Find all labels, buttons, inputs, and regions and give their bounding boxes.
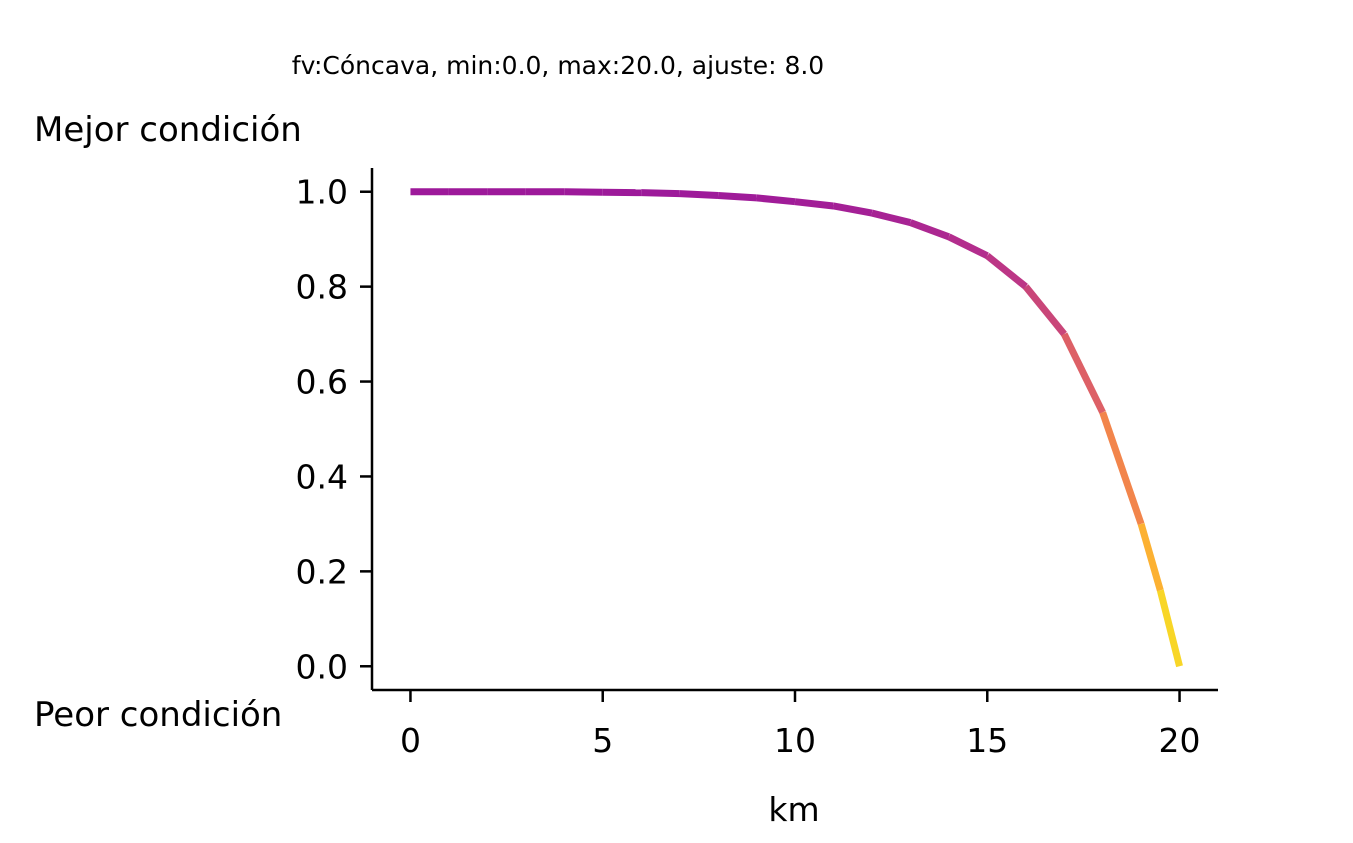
line-segment <box>679 190 719 200</box>
y-tick-label: 1.0 <box>296 173 348 212</box>
y-tick-label: 0.8 <box>296 268 348 307</box>
line-segment <box>1099 411 1145 526</box>
y-tick-label: 0.2 <box>296 552 348 591</box>
y-tick-label: 0.6 <box>296 363 348 402</box>
line-segment <box>1156 589 1183 668</box>
line-segment <box>756 194 796 206</box>
line-segment <box>1023 284 1067 337</box>
y-tick-label: 0.0 <box>296 647 348 686</box>
x-tick-label: 20 <box>1159 721 1201 760</box>
x-tick-label: 10 <box>774 721 816 760</box>
x-tick-label: 15 <box>966 721 1008 760</box>
line-segment <box>717 192 757 202</box>
y-tick-label: 0.4 <box>296 457 348 496</box>
x-tick-label: 5 <box>592 721 613 760</box>
x-tick-label: 0 <box>400 721 421 760</box>
line-segment <box>909 219 951 241</box>
x-axis-label: km <box>768 790 819 829</box>
data-line <box>410 188 1183 668</box>
y-label-bottom: Peor condición <box>34 695 282 735</box>
line-segment <box>641 189 680 198</box>
line-segment <box>794 198 834 210</box>
x-axis: 0 5 10 15 20 <box>372 688 1218 760</box>
y-label-top: Mejor condición <box>34 110 302 150</box>
chart-title: fv:Cóncava, min:0.0, max:20.0, ajuste: 8… <box>292 51 824 80</box>
line-segment <box>985 253 1028 290</box>
line-segment <box>1061 332 1106 414</box>
y-axis: 0.0 0.2 0.4 0.6 0.8 1.0 <box>296 168 374 690</box>
line-segment <box>1137 522 1164 592</box>
line-segment <box>832 202 873 217</box>
line-segment <box>871 209 912 226</box>
line-segment <box>947 233 989 259</box>
